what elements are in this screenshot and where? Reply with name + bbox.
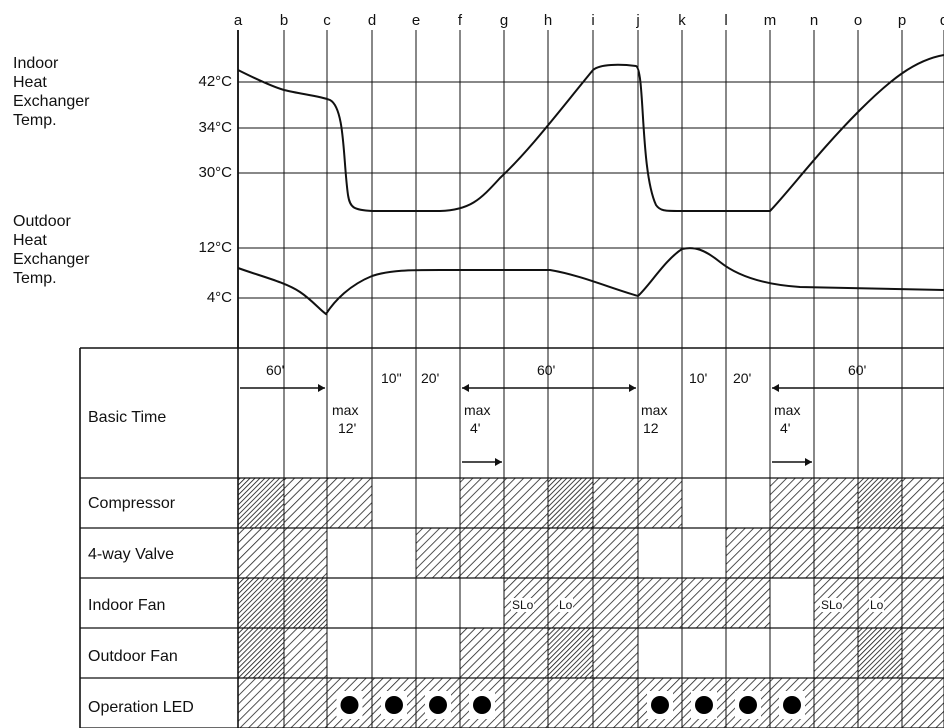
outdoor-fan-active-bar <box>593 628 638 678</box>
compressor-active-bar <box>548 478 593 528</box>
outdoor-temp-curve <box>237 247 944 316</box>
column-label-b: b <box>279 12 289 29</box>
column-label-c: c <box>323 12 331 29</box>
indoor-fan-active-bar <box>238 578 327 628</box>
column-label-p: p <box>897 12 907 29</box>
indoor-fan-lo-tag-2: Lo <box>869 598 885 612</box>
axis-12c: 12°C <box>198 239 232 256</box>
row-label-basic-time: Basic Time <box>88 409 167 426</box>
outdoor-label-line2: Heat <box>13 232 47 249</box>
outdoor-fan-active-bar <box>814 628 858 678</box>
basic-time-20-first: 20' <box>421 370 440 386</box>
basic-time-max-1: max <box>332 402 359 418</box>
column-label-g: g <box>499 12 509 29</box>
basic-time-max-4: max <box>774 402 801 418</box>
operation-led-dot <box>340 696 359 714</box>
basic-time-60-second: 60' <box>537 362 556 378</box>
column-label-a: a <box>233 12 243 29</box>
basic-time-12-2: 12 <box>643 420 659 436</box>
outdoor-heat-exchanger-label: Outdoor Heat Exchanger Temp. <box>13 212 90 288</box>
basic-time-arrow-60-second-head <box>462 384 469 392</box>
indoor-heat-exchanger-label: Indoor Heat Exchanger Temp. <box>13 54 90 130</box>
outdoor-fan-active-bar <box>238 628 284 678</box>
outdoor-fan-active-bar <box>284 628 327 678</box>
operation-led-dot <box>651 696 669 714</box>
column-label-h: h <box>543 12 553 29</box>
operation-led-dot <box>695 696 713 714</box>
outdoor-label-line1: Outdoor <box>13 213 71 230</box>
indoor-label-line1: Indoor <box>13 55 59 72</box>
outdoor-fan-active-bar <box>548 628 593 678</box>
operation-led-dot <box>429 696 447 714</box>
column-label-l: l <box>724 12 728 29</box>
axis-4c: 4°C <box>206 289 232 306</box>
indoor-fan-slo-tag-2: SLo <box>820 598 844 612</box>
basic-time-max-3: max <box>641 402 668 418</box>
operation-led-dot <box>473 696 491 714</box>
basic-time-60-first: 60' <box>266 362 285 378</box>
column-label-e: e <box>411 12 421 29</box>
row-label-operation-led: Operation LED <box>88 699 194 716</box>
basic-time-max-2: max <box>464 402 491 418</box>
outdoor-label-line3: Exchanger <box>13 251 90 268</box>
indoor-label-line4: Temp. <box>13 112 57 129</box>
column-label-k: k <box>678 12 686 29</box>
basic-time-10-first: 10" <box>381 370 402 386</box>
indoor-fan-lo-tag-1: Lo <box>558 598 574 612</box>
basic-time-arrow-60-first-head <box>318 384 325 392</box>
column-label-d: d <box>367 12 377 29</box>
basic-time-arrow-60-third-head <box>772 384 779 392</box>
four-way-valve-active-bar <box>238 528 327 578</box>
outdoor-label-line4: Temp. <box>13 270 57 287</box>
four-way-valve-active-bar <box>416 528 638 578</box>
column-label-q: q <box>934 12 944 29</box>
column-label-m: m <box>763 12 777 29</box>
indoor-label-line2: Heat <box>13 74 47 91</box>
column-label-o: o <box>853 12 863 29</box>
basic-time-arrow-max4-second-head <box>805 458 812 466</box>
basic-time-20-second: 20' <box>733 370 752 386</box>
basic-time-4-1: 4' <box>470 420 481 436</box>
compressor-active-bar <box>284 478 372 528</box>
axis-42c: 42°C <box>198 73 232 90</box>
four-way-valve-active-bar <box>726 528 944 578</box>
row-label-indoor-fan: Indoor Fan <box>88 597 166 614</box>
compressor-active-bar <box>858 478 902 528</box>
operation-led-dot <box>385 696 403 714</box>
operation-led-dot <box>739 696 757 714</box>
basic-time-60-third: 60' <box>848 362 867 378</box>
indoor-temp-curve <box>237 54 944 212</box>
basic-time-arrow-max4-first-head <box>495 458 502 466</box>
axis-30c: 30°C <box>198 164 232 181</box>
column-label-j: j <box>636 12 640 29</box>
basic-time-arrow-60-second-head-right <box>629 384 636 392</box>
basic-time-12-1: 12' <box>338 420 357 436</box>
outdoor-fan-active-bar <box>902 628 944 678</box>
indoor-label-line3: Exchanger <box>13 93 90 110</box>
row-label-outdoor-fan: Outdoor Fan <box>88 648 178 665</box>
column-label-i: i <box>591 12 595 29</box>
column-label-f: f <box>457 12 463 29</box>
indoor-fan-slo-tag-1: SLo <box>511 598 535 612</box>
indoor-fan-off-gap <box>770 578 814 628</box>
row-label-4-way-valve: 4-way Valve <box>88 546 174 563</box>
compressor-active-bar <box>238 478 284 528</box>
column-label-n: n <box>809 12 819 29</box>
compressor-active-bar <box>902 478 944 528</box>
operation-led-dot <box>783 696 801 714</box>
outdoor-fan-active-bar <box>858 628 902 678</box>
basic-time-10-second: 10' <box>689 370 708 386</box>
basic-time-4-2: 4' <box>780 420 791 436</box>
axis-34c: 34°C <box>198 119 232 136</box>
row-label-compressor: Compressor <box>88 495 176 512</box>
